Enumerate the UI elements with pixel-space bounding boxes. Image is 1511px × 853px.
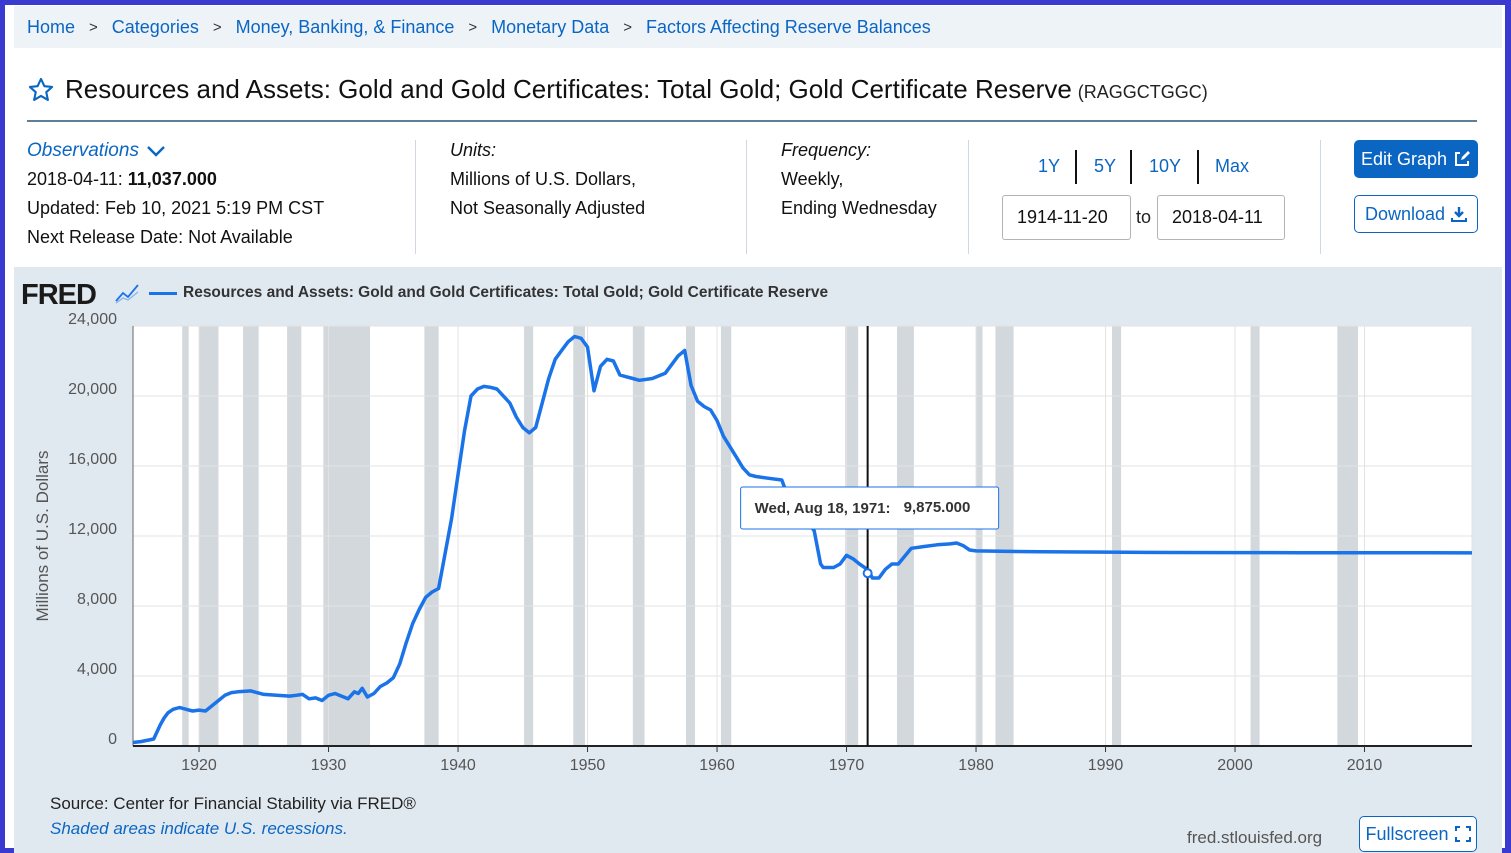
series-id: (RAGGCTGGC)	[1077, 82, 1208, 102]
latest-observation: 2018-04-11: 11,037.000	[27, 165, 324, 194]
y-tick-label: 8,000	[77, 591, 117, 608]
chevron-down-icon	[147, 145, 165, 157]
range-1y-button[interactable]: 1Y	[1038, 156, 1061, 176]
range-5y-button[interactable]: 5Y	[1094, 156, 1117, 176]
fullscreen-button[interactable]: Fullscreen	[1359, 816, 1477, 852]
x-tick-label: 1980	[958, 757, 994, 774]
start-date-input[interactable]	[1002, 195, 1131, 240]
y-tick-label: 16,000	[68, 451, 117, 468]
series-title-row: Resources and Assets: Gold and Gold Cert…	[27, 74, 1208, 105]
breadcrumb-categories[interactable]: Categories	[111, 16, 199, 37]
x-tick-label: 1940	[440, 757, 476, 774]
legend-swatch	[149, 292, 177, 295]
observations-label: Observations	[27, 140, 139, 161]
fullscreen-icon	[1454, 826, 1471, 842]
x-tick-label: 1990	[1088, 757, 1124, 774]
y-axis-label: Millions of U.S. Dollars	[33, 451, 52, 622]
fullscreen-label: Fullscreen	[1365, 823, 1449, 844]
next-release-text: Next Release Date: Not Available	[27, 227, 293, 247]
breadcrumb-factors[interactable]: Factors Affecting Reserve Balances	[645, 16, 931, 37]
observations-panel: Observations 2018-04-11: 11,037.000 Upda…	[27, 136, 324, 252]
fred-graph-icon	[115, 284, 139, 304]
y-tick-label: 20,000	[68, 381, 117, 398]
observation-date: 2018-04-11:	[27, 169, 123, 189]
breadcrumb-home[interactable]: Home	[27, 16, 76, 37]
x-tick-label: 1970	[829, 757, 865, 774]
x-tick-label: 1960	[699, 757, 735, 774]
download-icon	[1451, 207, 1468, 222]
title-divider	[27, 120, 1477, 122]
units-line-2: Not Seasonally Adjusted	[450, 198, 646, 218]
y-tick-label: 0	[108, 731, 117, 748]
breadcrumb-separator: >	[89, 18, 98, 36]
tooltip-date: Wed, Aug 18, 1971:	[755, 500, 891, 517]
units-panel: Units: Millions of U.S. Dollars, Not Sea…	[450, 136, 645, 223]
breadcrumb-separator: >	[212, 18, 222, 36]
breadcrumb-monetary-data[interactable]: Monetary Data	[491, 16, 610, 37]
tooltip-value: 9,875.000	[904, 499, 971, 516]
units-line-1: Millions of U.S. Dollars,	[450, 169, 637, 189]
tooltip-box	[740, 486, 1000, 530]
breadcrumb-separator: >	[468, 18, 478, 36]
divider	[415, 140, 416, 254]
x-tick-label: 2000	[1217, 757, 1253, 774]
units-label: Units:	[450, 140, 497, 160]
frequency-panel: Frequency: Weekly, Ending Wednesday	[781, 136, 937, 223]
end-date-input[interactable]	[1157, 195, 1285, 240]
breadcrumb: Home > Categories > Money, Banking, & Fi…	[14, 6, 1502, 48]
page-title: Resources and Assets: Gold and Gold Cert…	[65, 74, 1072, 104]
recession-note: Shaded areas indicate U.S. recessions.	[50, 819, 348, 838]
date-range-to-label: to	[1136, 207, 1152, 227]
y-tick-label: 24,000	[68, 311, 117, 328]
observations-toggle[interactable]: Observations	[27, 136, 324, 165]
range-separator	[1075, 150, 1077, 184]
breadcrumb-separator: >	[623, 18, 632, 36]
breadcrumb-money-banking[interactable]: Money, Banking, & Finance	[235, 16, 455, 37]
frequency-line-1: Weekly,	[781, 169, 844, 189]
tooltip: Wed, Aug 18, 1971: 9,875.000	[740, 486, 1000, 530]
divider	[746, 140, 747, 254]
updated-text: Updated: Feb 10, 2021 5:19 PM CST	[27, 198, 325, 218]
x-tick-label: 1930	[311, 757, 347, 774]
x-tick-label: 2010	[1347, 757, 1383, 774]
range-max-button[interactable]: Max	[1215, 156, 1250, 176]
range-10y-button[interactable]: 10Y	[1149, 156, 1182, 176]
download-label: Download	[1364, 203, 1446, 224]
star-icon[interactable]	[27, 76, 55, 104]
source-text: Source: Center for Financial Stability v…	[50, 794, 416, 813]
frequency-label: Frequency:	[781, 140, 872, 160]
frequency-line-2: Ending Wednesday	[781, 198, 937, 218]
fred-logo: FRED	[21, 279, 97, 311]
edit-icon	[1455, 151, 1471, 166]
y-tick-label: 4,000	[77, 661, 117, 678]
download-button[interactable]: Download	[1354, 195, 1478, 233]
divider	[968, 140, 969, 254]
observation-value: 11,037.000	[127, 169, 217, 189]
range-separator	[1130, 150, 1132, 184]
divider	[1320, 140, 1321, 254]
legend-label: Resources and Assets: Gold and Gold Cert…	[183, 284, 829, 301]
site-url[interactable]: fred.stlouisfed.org	[1187, 828, 1323, 847]
x-tick-label: 1920	[181, 757, 217, 774]
edit-graph-label: Edit Graph	[1360, 148, 1448, 169]
hover-point	[862, 568, 873, 579]
range-separator	[1197, 150, 1199, 184]
edit-graph-button[interactable]: Edit Graph	[1354, 140, 1478, 178]
x-tick-label: 1950	[570, 757, 606, 774]
y-tick-label: 12,000	[68, 521, 117, 538]
